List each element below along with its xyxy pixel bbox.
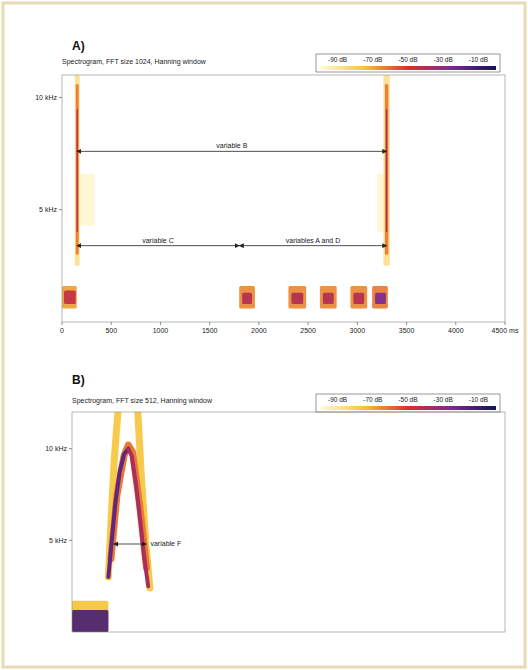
spectro-cell [75,75,80,266]
spectro-cell [288,286,306,308]
annotation-ground [149,540,182,548]
spectro-cell [77,109,78,233]
plot-frame [72,412,505,632]
x-tick [505,322,506,325]
spectro-cell [375,293,386,304]
x-tick [406,322,407,325]
annotation-arrow [77,245,239,246]
annotation-label: variable B [216,142,247,149]
colorbar-label: -10 dB [469,56,488,63]
spectro-cell [239,286,255,308]
colorbar-label: -10 dB [469,396,488,403]
spectro-cell [323,293,334,304]
y-tick [59,209,62,210]
spectro-cell [79,174,94,226]
colorbar-strip [320,66,496,70]
x-tick-label: 0 [60,327,64,334]
x-tick [308,322,309,325]
colorbar-box [316,394,500,412]
annotation-ground [285,236,341,244]
spectro-cell [64,291,76,304]
chart-title: Spectrogram, FFT size 1024, Hanning wind… [62,58,207,66]
x-tick-label: 1500 [202,327,218,334]
spectro-cell [353,293,364,304]
y-tick-label: 5 kHz [39,206,57,213]
x-tick-label: 500 [105,327,117,334]
colorbar-label: -70 dB [363,56,382,63]
annotation-arrow [77,151,387,152]
x-tick [160,322,161,325]
x-tick-label: 3000 [350,327,366,334]
spectro-cell [291,293,303,304]
spectro-cell [76,84,79,255]
y-tick [59,97,62,98]
plot-data [62,75,390,309]
plot-data [72,412,150,632]
spectro-cell [242,293,252,304]
x-tick [455,322,456,325]
x-tick-label: 4500 ms [492,327,519,334]
x-tick [62,322,63,325]
chart-title: Spectrogram, FFT size 512, Hanning windo… [72,397,213,405]
x-tick-label: 2500 [300,327,316,334]
x-tick [357,322,358,325]
y-tick [69,540,72,541]
spectro-cell [350,286,367,308]
spectro-cell [372,286,388,308]
spectro-cell [320,286,337,308]
x-tick [111,322,112,325]
annotation-ground [215,142,248,150]
spectro-cell [72,601,108,632]
y-tick-label: 10 kHz [45,445,67,452]
colorbar-label: -50 dB [398,396,417,403]
spectro-cell [62,286,77,308]
panel: B) Spectrogram, FFT size 512, Hanning win… [45,373,505,632]
page-frame [3,3,525,667]
spectro-cell [386,109,387,233]
annotation-label: variable F [150,540,181,547]
x-tick [209,322,210,325]
panel: A) Spectrogram, FFT size 1024, Hanning wi… [35,39,519,334]
x-tick-label: 3500 [399,327,415,334]
y-tick-label: 5 kHz [49,537,67,544]
spectro-cell [383,75,389,266]
figure: A) Spectrogram, FFT size 1024, Hanning wi… [0,0,528,670]
colorbar-label: -30 dB [434,56,453,63]
x-tick-label: 1000 [153,327,169,334]
annotation-label: variables A and D [286,237,340,244]
colorbar-label: -30 dB [434,396,453,403]
panel-letter: B) [72,373,85,387]
annotation-arrow [239,245,387,246]
colorbar-label: -90 dB [328,396,347,403]
annotation-ground [141,236,175,244]
colorbar-strip [320,406,496,410]
colorbar-label: -50 dB [398,56,417,63]
x-tick-label: 4000 [448,327,464,334]
spectro-cell [377,174,384,232]
y-tick-label: 10 kHz [35,94,57,101]
colorbar-label: -90 dB [328,56,347,63]
spectro-cell [385,84,388,255]
spectro-contour [108,449,128,577]
x-tick-label: 2000 [251,327,267,334]
panel-letter: A) [72,39,85,53]
colorbar-label: -70 dB [363,396,382,403]
plot-frame [62,75,505,322]
colorbar-box [316,54,500,72]
annotation-arrow [114,544,147,545]
spectro-contour [128,449,148,587]
x-tick [258,322,259,325]
spectro-cell [72,610,108,632]
y-tick [69,448,72,449]
annotation-label: variable C [142,237,174,244]
